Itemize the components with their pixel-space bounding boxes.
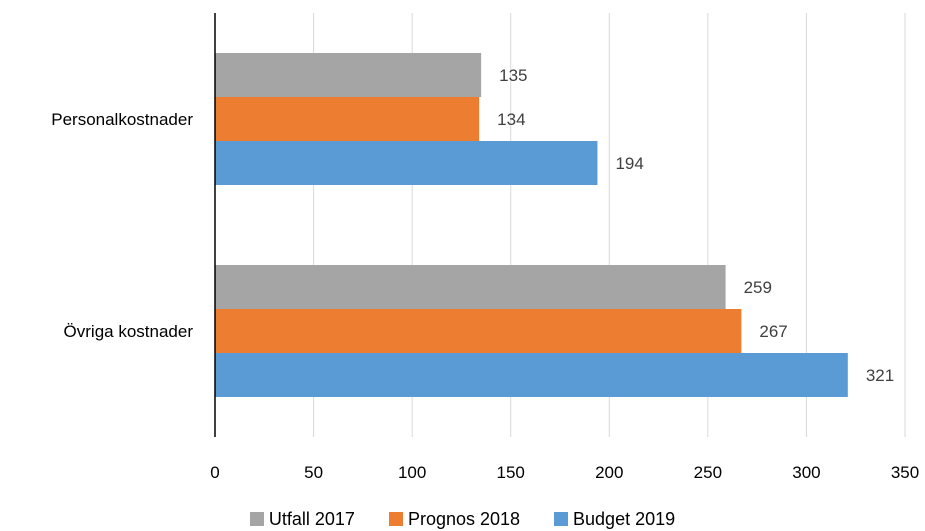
chart: 135 134 194 259 267 321 Personalkostnader Övri… xyxy=(51,13,919,482)
category-label: Personalkostnader xyxy=(51,110,193,129)
legend-item: Utfall 2017 xyxy=(249,508,355,530)
category-labels: Personalkostnader Övriga kostnader xyxy=(51,110,193,341)
data-label: 267 xyxy=(759,322,787,341)
legend-label: Budget 2019 xyxy=(573,508,676,529)
legend-swatch xyxy=(249,512,264,526)
data-label: 134 xyxy=(497,110,525,129)
legend-swatch xyxy=(554,512,569,526)
x-tick-label: 0 xyxy=(210,463,219,482)
data-label: 194 xyxy=(615,154,643,173)
category-label: Övriga kostnader xyxy=(64,322,194,341)
x-tick-label: 200 xyxy=(595,463,623,482)
bar xyxy=(215,53,482,97)
bar xyxy=(215,141,598,185)
x-tick-label: 50 xyxy=(304,463,323,482)
legend: Utfall 2017 Prognos 2018 Budget 2019 xyxy=(0,507,925,531)
bar xyxy=(215,309,742,353)
bar xyxy=(215,353,848,397)
bars xyxy=(215,53,848,397)
x-tick-label: 350 xyxy=(891,463,919,482)
legend-item: Prognos 2018 xyxy=(388,508,521,530)
x-tick-label: 250 xyxy=(694,463,722,482)
data-label: 321 xyxy=(866,366,894,385)
legend-label: Utfall 2017 xyxy=(268,508,355,529)
bar xyxy=(215,265,726,309)
x-tick-label: 150 xyxy=(497,463,525,482)
bar xyxy=(215,97,480,141)
legend-label: Prognos 2018 xyxy=(407,508,521,529)
data-label: 135 xyxy=(499,66,527,85)
data-labels: 135 134 194 259 267 321 xyxy=(497,66,894,385)
x-tick-labels: 0 50 100 150 200 250 300 350 xyxy=(210,463,919,482)
legend-item: Budget 2019 xyxy=(554,509,675,530)
legend-swatch xyxy=(388,512,403,526)
data-label: 259 xyxy=(744,278,772,297)
x-tick-label: 100 xyxy=(398,463,426,482)
x-tick-label: 300 xyxy=(792,463,820,482)
